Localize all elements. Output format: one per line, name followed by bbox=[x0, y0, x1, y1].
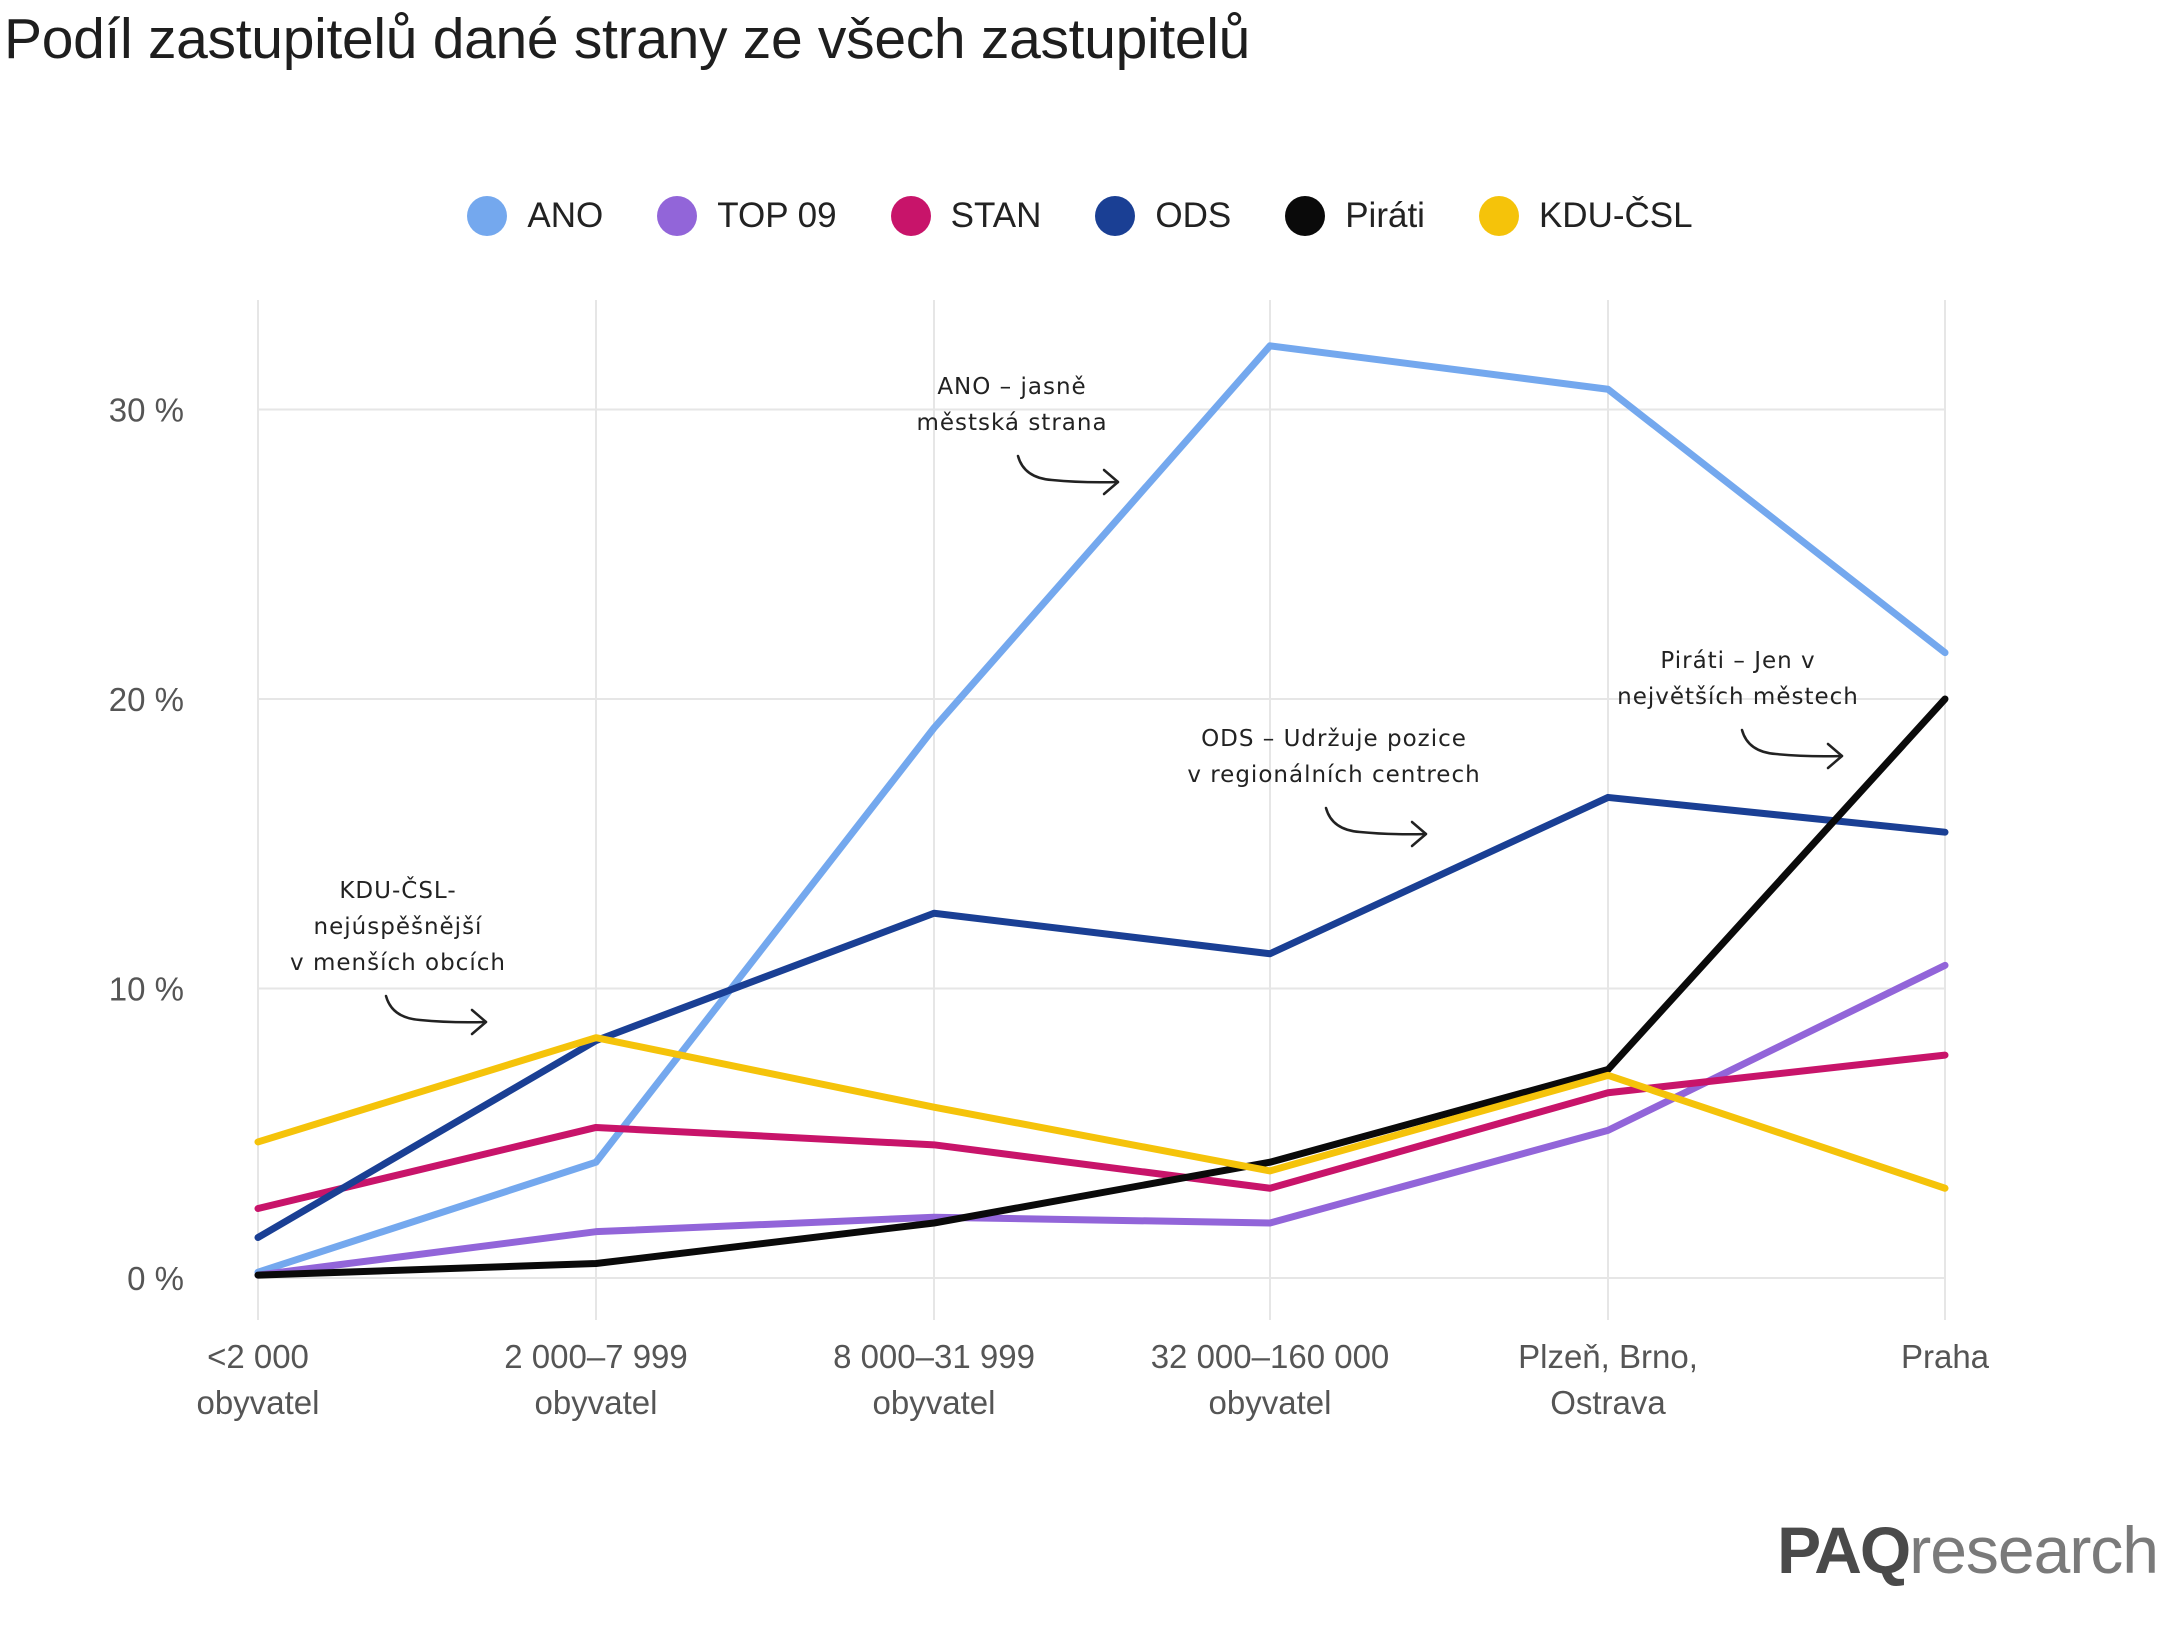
annotation-arrowhead-3 bbox=[470, 1008, 488, 1036]
legend-item-top-09: TOP 09 bbox=[657, 196, 837, 236]
x-tick-label-4: Plzeň, Brno, Ostrava bbox=[1518, 1338, 1698, 1421]
legend-swatch-stan bbox=[890, 196, 931, 236]
chart-title: Podíl zastupitelů dané strany ze všech z… bbox=[4, 7, 1251, 71]
annotation-text-2: Piráti – Jen v největších městech bbox=[1617, 648, 1859, 710]
annotation-arrow-3 bbox=[384, 994, 488, 1024]
legend-swatch-pir-ti bbox=[1285, 196, 1326, 236]
legend-swatch-ano bbox=[467, 196, 508, 236]
logo-research: research bbox=[1909, 1513, 2159, 1587]
annotation-arrowhead-0 bbox=[1102, 468, 1120, 496]
annotation-arrowhead-2 bbox=[1826, 742, 1844, 770]
paq-research-logo: PAQresearch bbox=[1777, 1512, 2159, 1588]
annotation-text-3: KDU-ČSL-nejúspěšnější v menších obcích bbox=[290, 876, 506, 976]
legend-item-stan: STAN bbox=[890, 196, 1042, 236]
legend: ANO TOP 09 STAN ODS Piráti KDU-ČSL bbox=[0, 196, 2160, 236]
series-line-top-09 bbox=[254, 961, 1949, 1279]
annotation-text-1: ODS – Udržuje pozice v regionálních centr… bbox=[1187, 726, 1480, 788]
x-tick-label-3: 32 000–160 000 obyvatel bbox=[1151, 1338, 1390, 1421]
legend-label: STAN bbox=[950, 196, 1042, 235]
series-line-ods bbox=[254, 793, 1949, 1241]
x-tick-label-1: 2 000–7 999 obyvatel bbox=[504, 1338, 688, 1421]
annotation-text-0: ANO – jasně městská strana bbox=[916, 374, 1107, 436]
legend-label: ANO bbox=[527, 196, 604, 235]
x-tick-label-0: <2 000 obyvatel bbox=[197, 1338, 320, 1421]
legend-swatch-top-09 bbox=[657, 196, 698, 236]
x-tick-label-2: 8 000–31 999 obyvatel bbox=[833, 1338, 1035, 1421]
legend-label: KDU-ČSL bbox=[1538, 196, 1693, 235]
legend-swatch-kdu-sl bbox=[1478, 196, 1519, 236]
series-line-ano bbox=[254, 342, 1949, 1276]
y-tick-label-2: 20 % bbox=[109, 681, 184, 718]
annotation-arrowhead-1 bbox=[1410, 820, 1428, 848]
legend-label: TOP 09 bbox=[717, 196, 837, 235]
y-tick-label-3: 30 % bbox=[109, 392, 184, 429]
legend-item-ods: ODS bbox=[1095, 196, 1231, 236]
legend-swatch-ods bbox=[1095, 196, 1136, 236]
x-tick-label-5: Praha bbox=[1901, 1338, 1990, 1375]
annotation-arrow-1 bbox=[1324, 806, 1428, 836]
legend-label: ODS bbox=[1155, 196, 1232, 235]
legend-label: Piráti bbox=[1345, 196, 1425, 235]
legend-item-ano: ANO bbox=[467, 196, 603, 236]
annotation-arrow-0 bbox=[1016, 454, 1120, 484]
y-tick-label-1: 10 % bbox=[109, 971, 184, 1008]
series-line-pir-ti bbox=[254, 695, 1949, 1279]
logo-paq: PAQ bbox=[1777, 1513, 1911, 1587]
annotation-arrow-2 bbox=[1740, 728, 1844, 758]
y-tick-label-0: 0 % bbox=[127, 1260, 184, 1297]
legend-item-kdu-sl: KDU-ČSL bbox=[1478, 196, 1693, 236]
series-line-stan bbox=[254, 1051, 1949, 1213]
series-line-kdu-sl bbox=[254, 1034, 1949, 1192]
legend-item-pir-ti: Piráti bbox=[1285, 196, 1425, 236]
